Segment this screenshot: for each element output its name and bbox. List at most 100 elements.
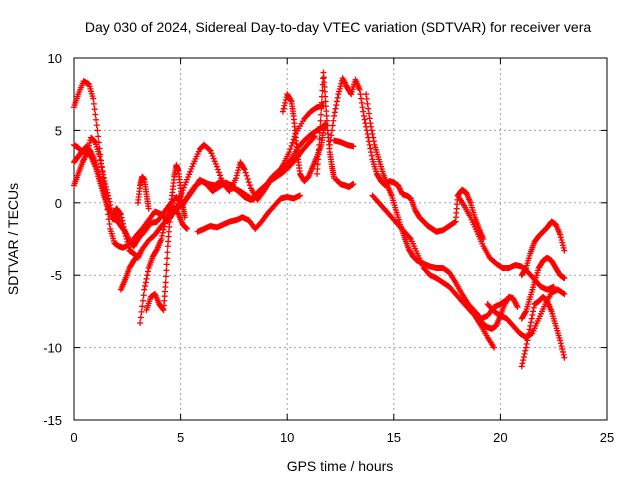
data-point — [122, 230, 129, 237]
y-tick-label: 0 — [55, 196, 62, 211]
data-point — [560, 290, 567, 297]
data-point — [206, 146, 213, 153]
data-point — [186, 171, 193, 178]
data-point — [370, 134, 377, 141]
data-point — [559, 348, 566, 355]
data-point — [364, 100, 371, 107]
series-track-17 — [454, 192, 557, 293]
data-point — [120, 220, 127, 227]
data-point — [529, 312, 536, 319]
data-point — [134, 252, 141, 259]
data-point — [86, 139, 93, 146]
data-point — [163, 261, 170, 268]
data-point — [558, 236, 565, 243]
series-track-22 — [476, 293, 521, 332]
data-point — [296, 192, 303, 199]
data-point — [522, 344, 529, 351]
data-point — [326, 141, 333, 148]
series-track-13 — [333, 176, 357, 190]
data-point — [181, 214, 188, 221]
data-point — [350, 180, 357, 187]
data-point — [144, 272, 151, 279]
data-point — [122, 233, 129, 240]
data-point — [211, 158, 218, 165]
data-point — [103, 186, 110, 193]
data-point — [289, 139, 296, 146]
data-point — [331, 112, 338, 119]
data-point — [91, 138, 98, 145]
data-point — [557, 234, 564, 241]
series-track-16 — [369, 192, 498, 351]
series-track-6 — [137, 204, 190, 326]
data-point — [160, 226, 167, 233]
data-point — [188, 166, 195, 173]
data-point — [561, 275, 568, 282]
data-point — [369, 131, 376, 138]
data-point — [520, 357, 527, 364]
data-point — [96, 153, 103, 160]
data-point — [527, 322, 534, 329]
x-tick-label: 15 — [387, 430, 401, 445]
data-point — [245, 179, 252, 186]
data-point — [366, 115, 373, 122]
grid-lines — [74, 58, 607, 420]
data-point — [121, 227, 128, 234]
y-tick-label: -5 — [50, 268, 62, 283]
data-point — [180, 184, 187, 191]
data-point — [183, 225, 190, 232]
data-point — [282, 99, 289, 106]
data-point — [561, 247, 568, 254]
data-point — [561, 291, 568, 298]
data-point — [100, 171, 107, 178]
data-point — [241, 166, 248, 173]
data-point — [134, 251, 141, 258]
data-point — [125, 241, 132, 248]
data-point — [280, 105, 287, 112]
series-track-18 — [484, 286, 568, 341]
data-point — [164, 255, 171, 262]
data-point — [367, 120, 374, 127]
data-point — [139, 297, 146, 304]
data-point — [357, 91, 364, 98]
data-point — [212, 160, 219, 167]
data-point — [210, 155, 217, 162]
data-point — [523, 340, 530, 347]
data-point — [332, 105, 339, 112]
data-point — [287, 145, 294, 152]
data-point — [286, 149, 293, 156]
data-point — [185, 173, 192, 180]
series-track-15 — [363, 91, 510, 322]
data-point — [141, 286, 148, 293]
data-point — [525, 333, 532, 340]
data-point — [522, 309, 529, 316]
data-point — [102, 183, 109, 190]
series-track-21 — [518, 293, 568, 370]
data-point — [97, 157, 104, 164]
data-point — [234, 169, 241, 176]
data-point — [318, 105, 325, 112]
data-point — [329, 122, 336, 129]
data-point — [163, 273, 170, 280]
data-point — [337, 83, 344, 90]
data-point — [368, 123, 375, 130]
data-point — [368, 152, 375, 159]
data-point — [350, 143, 357, 150]
data-point — [158, 236, 165, 242]
data-point — [162, 279, 169, 286]
data-point — [142, 283, 149, 290]
plot-frame — [73, 57, 608, 421]
data-point — [159, 232, 166, 239]
data-point — [140, 292, 147, 299]
data-point — [370, 138, 377, 145]
data-point — [117, 210, 124, 217]
data-point — [317, 123, 324, 130]
data-point — [316, 141, 323, 148]
data-point — [164, 249, 171, 256]
series-track-12 — [326, 75, 487, 242]
series-track-9 — [194, 192, 303, 235]
data-point — [361, 116, 368, 123]
data-point — [525, 330, 532, 337]
data-point — [182, 179, 189, 186]
data-point — [189, 163, 196, 170]
x-tick-label: 10 — [280, 430, 294, 445]
